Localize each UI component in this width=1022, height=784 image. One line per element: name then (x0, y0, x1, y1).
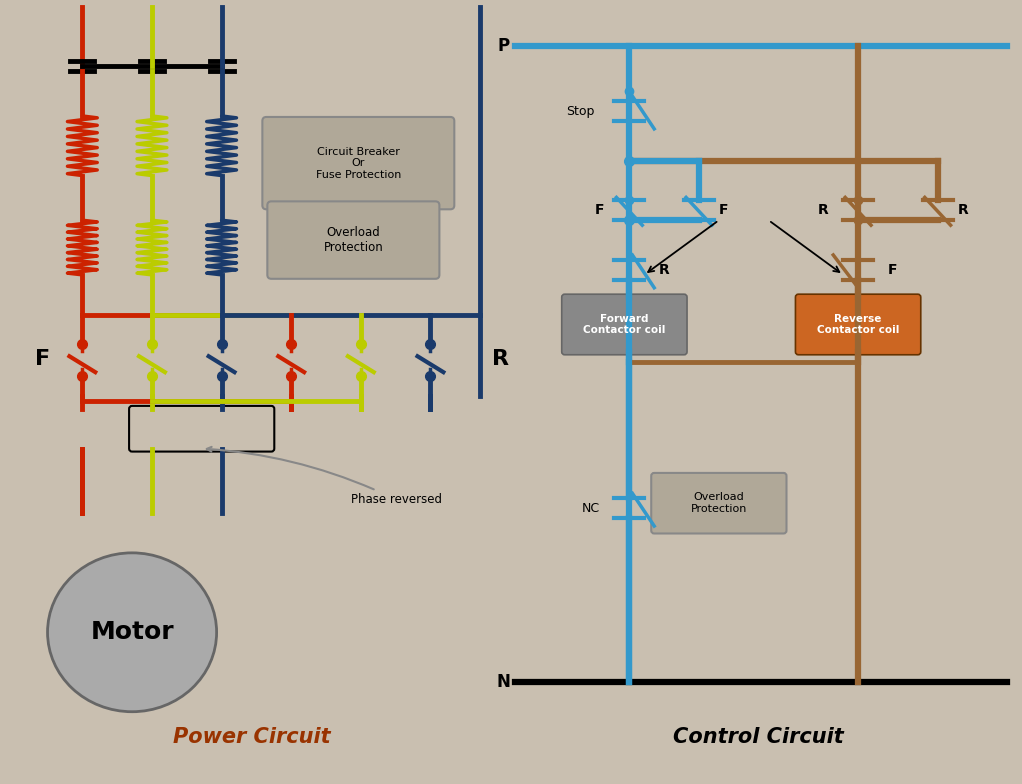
Text: Motor: Motor (90, 620, 174, 644)
Text: Reverse
Contactor coil: Reverse Contactor coil (817, 314, 899, 336)
Text: R: R (492, 349, 509, 369)
Text: F: F (35, 349, 50, 369)
Text: P: P (498, 38, 510, 56)
Text: Overload
Protection: Overload Protection (324, 226, 383, 254)
Text: NC: NC (582, 502, 600, 514)
Text: R: R (958, 203, 968, 217)
FancyBboxPatch shape (795, 294, 921, 355)
FancyBboxPatch shape (268, 201, 439, 279)
Text: R: R (818, 203, 828, 217)
Text: F: F (595, 203, 604, 217)
Text: N: N (496, 673, 510, 691)
Ellipse shape (48, 553, 217, 712)
Text: Phase reversed: Phase reversed (206, 447, 442, 506)
Text: Stop: Stop (566, 104, 595, 118)
Text: Power Circuit: Power Circuit (173, 727, 330, 746)
Text: Forward
Contactor coil: Forward Contactor coil (584, 314, 665, 336)
Text: R: R (659, 263, 670, 277)
FancyBboxPatch shape (562, 294, 687, 355)
Text: F: F (888, 263, 897, 277)
Text: Control Circuit: Control Circuit (673, 727, 844, 746)
FancyBboxPatch shape (129, 406, 274, 452)
Text: Circuit Breaker
Or
Fuse Protection: Circuit Breaker Or Fuse Protection (316, 147, 401, 180)
Text: Overload
Protection: Overload Protection (691, 492, 747, 514)
FancyBboxPatch shape (651, 473, 787, 533)
Text: F: F (718, 203, 729, 217)
FancyBboxPatch shape (263, 117, 455, 209)
